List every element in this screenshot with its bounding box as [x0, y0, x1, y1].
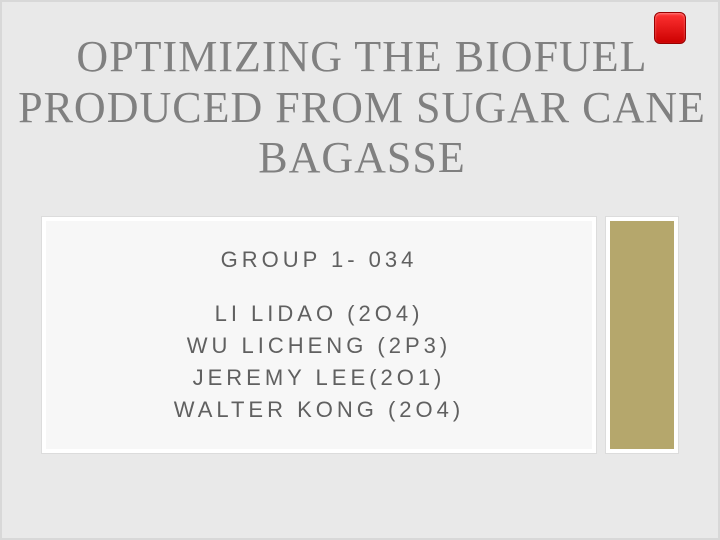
accent-box	[606, 217, 678, 453]
member-line: LI LIDAO (2O4)	[215, 298, 424, 330]
content-row: GROUP 1- 034 LI LIDAO (2O4) WU LICHENG (…	[42, 217, 678, 453]
member-line: WU LICHENG (2P3)	[187, 330, 451, 362]
slide-title: OPTIMIZING THE BIOFUEL PRODUCED FROM SUG…	[2, 32, 720, 184]
group-label: GROUP 1- 034	[221, 244, 418, 276]
member-line: WALTER KONG (2O4)	[174, 394, 464, 426]
members-box: GROUP 1- 034 LI LIDAO (2O4) WU LICHENG (…	[42, 217, 596, 453]
slide-canvas: OPTIMIZING THE BIOFUEL PRODUCED FROM SUG…	[0, 0, 720, 540]
member-line: JEREMY LEE(2O1)	[193, 362, 446, 394]
